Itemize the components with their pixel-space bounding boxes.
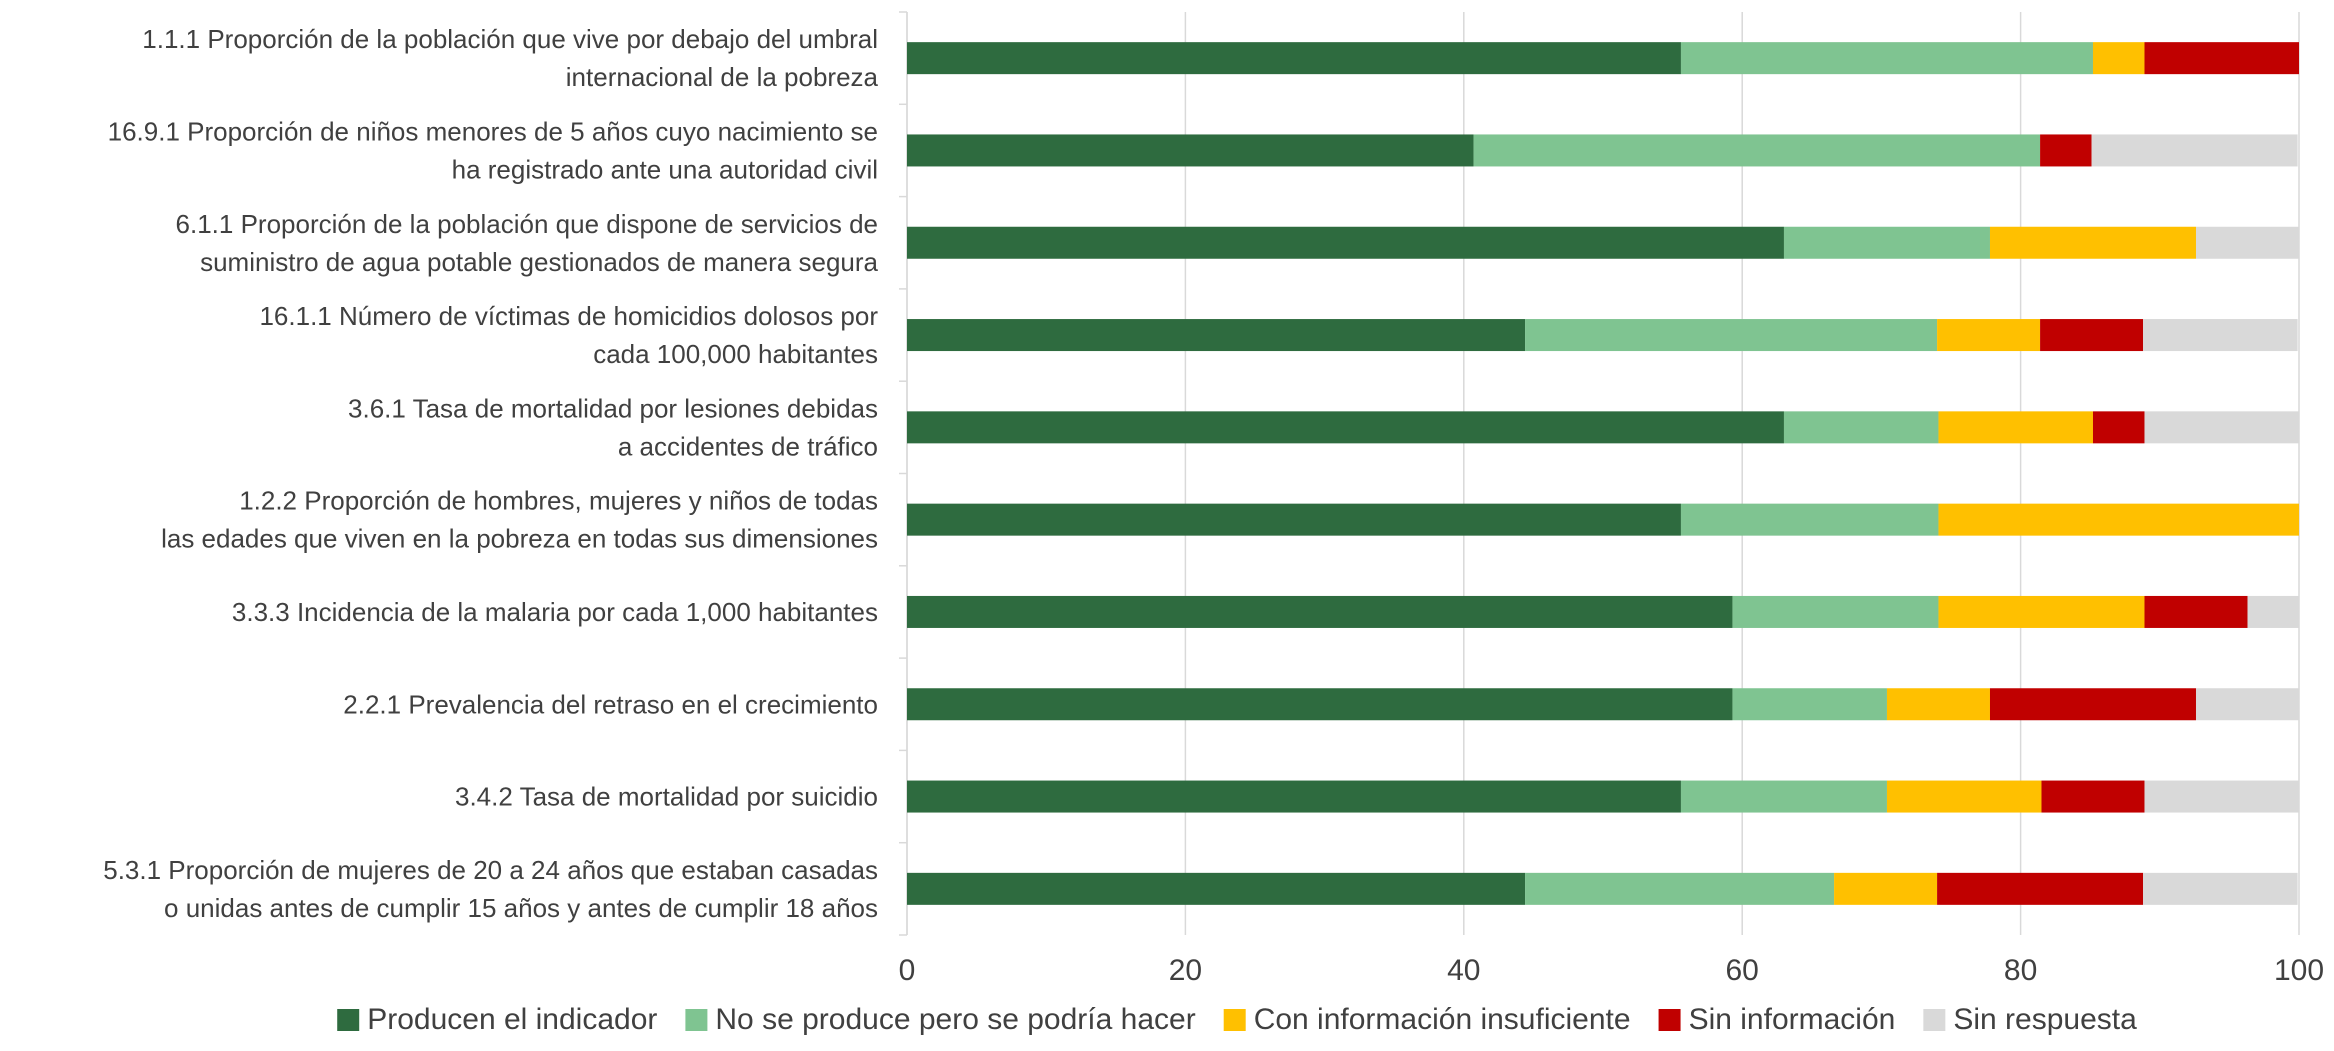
category-label-7: 2.2.1 Prevalencia del retraso en el crec… — [343, 689, 878, 719]
legend-label-0: Producen el indicador — [367, 1003, 657, 1036]
legend-label-2: Con información insuficiente — [1254, 1003, 1631, 1036]
bar-segment-9-2 — [1834, 872, 1938, 905]
x-tick-label-0: 0 — [899, 954, 916, 987]
legend-swatch-2 — [1223, 1009, 1246, 1031]
bar-segment-8-0 — [907, 780, 1681, 813]
category-label-0: 1.1.1 Proporción de la población que viv… — [142, 24, 878, 92]
legend-swatch-3 — [1658, 1009, 1681, 1031]
category-label-line: 16.9.1 Proporción de niños menores de 5 … — [108, 116, 878, 146]
category-label-line: a accidentes de tráfico — [618, 431, 878, 461]
bar-segment-3-3 — [2040, 319, 2144, 352]
bar-segment-7-0 — [907, 688, 1733, 721]
bar-segment-6-3 — [2144, 595, 2248, 628]
bar-segment-0-2 — [2092, 42, 2145, 75]
bar-segment-7-1 — [1732, 688, 1887, 721]
bar-segment-9-3 — [1937, 872, 2144, 905]
bar-segment-8-4 — [2144, 780, 2299, 813]
legend-label-1: No se produce pero se podría hacer — [715, 1003, 1195, 1036]
category-label-1: 16.9.1 Proporción de niños menores de 5 … — [108, 116, 878, 184]
bar-segment-4-3 — [2092, 411, 2145, 444]
legend-label-4: Sin respuesta — [1953, 1003, 2137, 1036]
bar-segment-4-2 — [1938, 411, 2093, 444]
category-label-line: 1.2.2 Proporción de hombres, mujeres y n… — [239, 486, 878, 516]
bar-segment-3-4 — [2143, 319, 2298, 352]
bar-segment-0-0 — [907, 42, 1681, 75]
category-label-line: 16.1.1 Número de víctimas de homicidios … — [259, 301, 878, 331]
bar-segment-6-0 — [907, 595, 1733, 628]
category-label-4: 3.6.1 Tasa de mortalidad por lesiones de… — [348, 393, 878, 461]
bar-segment-0-1 — [1680, 42, 2093, 75]
bar-segment-4-1 — [1783, 411, 1939, 444]
bar-segment-4-0 — [907, 411, 1784, 444]
category-label-line: ha registrado ante una autoridad civil — [452, 154, 878, 184]
category-label-line: 1.1.1 Proporción de la población que viv… — [142, 24, 878, 54]
bar-segment-2-0 — [907, 226, 1784, 259]
bar-segment-7-2 — [1886, 688, 1990, 721]
bar-segment-9-4 — [2143, 872, 2298, 905]
category-label-2: 6.1.1 Proporción de la población que dis… — [176, 209, 879, 277]
category-label-line: o unidas antes de cumplir 15 años y ante… — [164, 893, 878, 923]
legend-swatch-0 — [337, 1009, 360, 1031]
bar-segment-3-0 — [907, 319, 1526, 352]
bar-segment-2-1 — [1783, 226, 1990, 259]
category-label-line: suministro de agua potable gestionados d… — [200, 247, 878, 277]
bar-segment-8-2 — [1886, 780, 2042, 813]
category-label-line: 6.1.1 Proporción de la población que dis… — [176, 209, 878, 239]
bar-segment-3-2 — [1937, 319, 2041, 352]
category-label-8: 3.4.2 Tasa de mortalidad por suicidio — [455, 782, 878, 812]
bar-segment-4-4 — [2144, 411, 2299, 444]
bar-segment-2-2 — [1989, 226, 2196, 259]
bar-segment-5-0 — [907, 503, 1681, 536]
bar-segment-6-2 — [1938, 595, 2145, 628]
bar-segment-8-1 — [1680, 780, 1887, 813]
x-tick-label-1: 20 — [1169, 954, 1202, 987]
x-tick-label-4: 80 — [2004, 954, 2037, 987]
category-label-line: 3.4.2 Tasa de mortalidad por suicidio — [455, 782, 878, 812]
bar-segment-6-4 — [2247, 595, 2299, 628]
x-tick-label-5: 100 — [2274, 954, 2324, 987]
bar-segment-5-1 — [1680, 503, 1939, 536]
category-label-3: 16.1.1 Número de víctimas de homicidios … — [259, 301, 878, 369]
bar-segment-1-0 — [907, 134, 1474, 167]
x-tick-label-3: 60 — [1726, 954, 1759, 987]
bar-segment-3-1 — [1525, 319, 1938, 352]
bar-segment-2-4 — [2195, 226, 2299, 259]
legend-label-3: Sin información — [1689, 1003, 1896, 1036]
category-label-line: cada 100,000 habitantes — [593, 339, 878, 369]
category-label-9: 5.3.1 Proporción de mujeres de 20 a 24 a… — [103, 855, 878, 923]
category-label-line: 5.3.1 Proporción de mujeres de 20 a 24 a… — [103, 855, 878, 885]
category-label-line: 2.2.1 Prevalencia del retraso en el crec… — [343, 689, 878, 719]
bar-segment-0-3 — [2144, 42, 2299, 75]
category-label-line: internacional de la pobreza — [566, 62, 879, 92]
legend-swatch-4 — [1923, 1009, 1946, 1031]
bar-segment-1-4 — [2091, 134, 2298, 167]
x-tick-label-2: 40 — [1447, 954, 1480, 987]
bar-segment-7-3 — [1989, 688, 2196, 721]
bar-segment-1-3 — [2040, 134, 2092, 167]
bar-segment-9-1 — [1525, 872, 1835, 905]
category-label-line: 3.6.1 Tasa de mortalidad por lesiones de… — [348, 393, 878, 423]
bar-segment-7-4 — [2195, 688, 2299, 721]
category-label-line: 3.3.3 Incidencia de la malaria por cada … — [232, 597, 878, 627]
bar-segment-6-1 — [1732, 595, 1939, 628]
bar-segment-9-0 — [907, 872, 1526, 905]
category-label-line: las edades que viven en la pobreza en to… — [161, 524, 878, 554]
bar-segment-5-2 — [1938, 503, 2299, 536]
bar-segment-1-1 — [1473, 134, 2041, 167]
legend-swatch-1 — [685, 1009, 708, 1031]
category-label-5: 1.2.2 Proporción de hombres, mujeres y n… — [161, 486, 878, 554]
bar-segment-8-3 — [2041, 780, 2145, 813]
category-label-6: 3.3.3 Incidencia de la malaria por cada … — [232, 597, 878, 627]
